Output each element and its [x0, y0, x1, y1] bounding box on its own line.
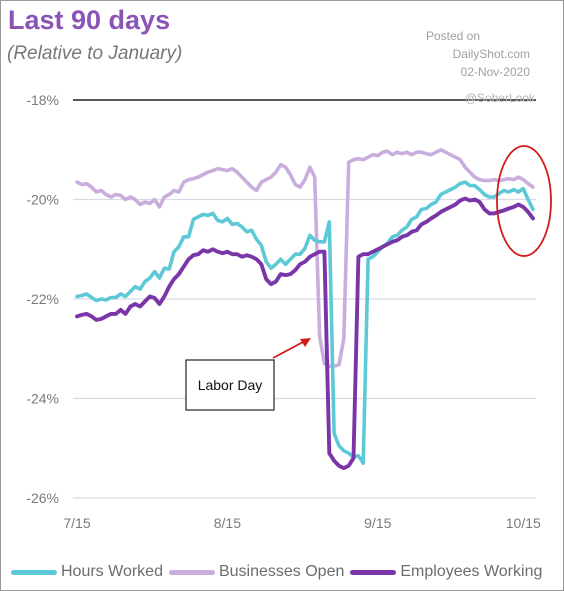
y-tick-label: -26%	[26, 490, 59, 506]
y-tick-label: -20%	[26, 192, 59, 208]
axis-labels: -18% -20% -22% -24% -26%7/15 8/15 9/15 10/15	[26, 92, 541, 531]
labor-day-arrow-line	[272, 340, 306, 359]
y-tick-label: -24%	[26, 391, 59, 407]
line-chart: Labor Day -18% -20% -22% -24% -26%7/15 8/15 9/…	[26, 92, 552, 531]
x-tick-label: 10/15	[506, 515, 541, 531]
watermark-site: DailyShot.com	[452, 47, 530, 61]
watermark-posted: Posted on	[425, 29, 480, 43]
series-line-hours-worked	[75, 180, 535, 465]
labor-day-label: Labor Day	[198, 377, 263, 393]
chart-title: Last 90 days	[8, 5, 171, 35]
legend-label: Employees Working	[400, 563, 543, 580]
watermark-handle: @SoberLook	[464, 91, 535, 105]
x-tick-label: 9/15	[364, 515, 391, 531]
labor-day-arrowhead	[300, 338, 311, 347]
legend-item-hours-worked: Hours Worked	[11, 563, 163, 581]
chart-subtitle: (Relative to January)	[7, 43, 183, 64]
series-lines	[75, 148, 535, 471]
series-line-businesses-open	[75, 148, 535, 368]
watermark-date: 02-Nov-2020	[460, 65, 530, 79]
y-tick-label: -22%	[26, 291, 59, 307]
legend-item-businesses-open: Businesses Open	[168, 563, 345, 581]
x-tick-label: 7/15	[63, 515, 90, 531]
labor-day-box	[185, 359, 275, 411]
highlight-circle	[496, 145, 552, 257]
legend-label: Businesses Open	[218, 563, 345, 580]
y-tick-label: -18%	[26, 92, 59, 108]
legend-item-employees-working: Employees Working	[350, 563, 542, 581]
x-tick-label: 8/15	[214, 515, 241, 531]
chart-legend: Hours Worked Businesses Open Employees Wor…	[11, 563, 548, 581]
annotations: Labor Day	[185, 145, 552, 411]
legend-label: Hours Worked	[61, 563, 163, 580]
legend-swatch	[350, 569, 397, 575]
legend-swatch	[11, 569, 57, 575]
legend-swatch	[168, 569, 215, 575]
series-line-employees-working	[75, 196, 535, 471]
gridlines	[73, 198, 536, 499]
